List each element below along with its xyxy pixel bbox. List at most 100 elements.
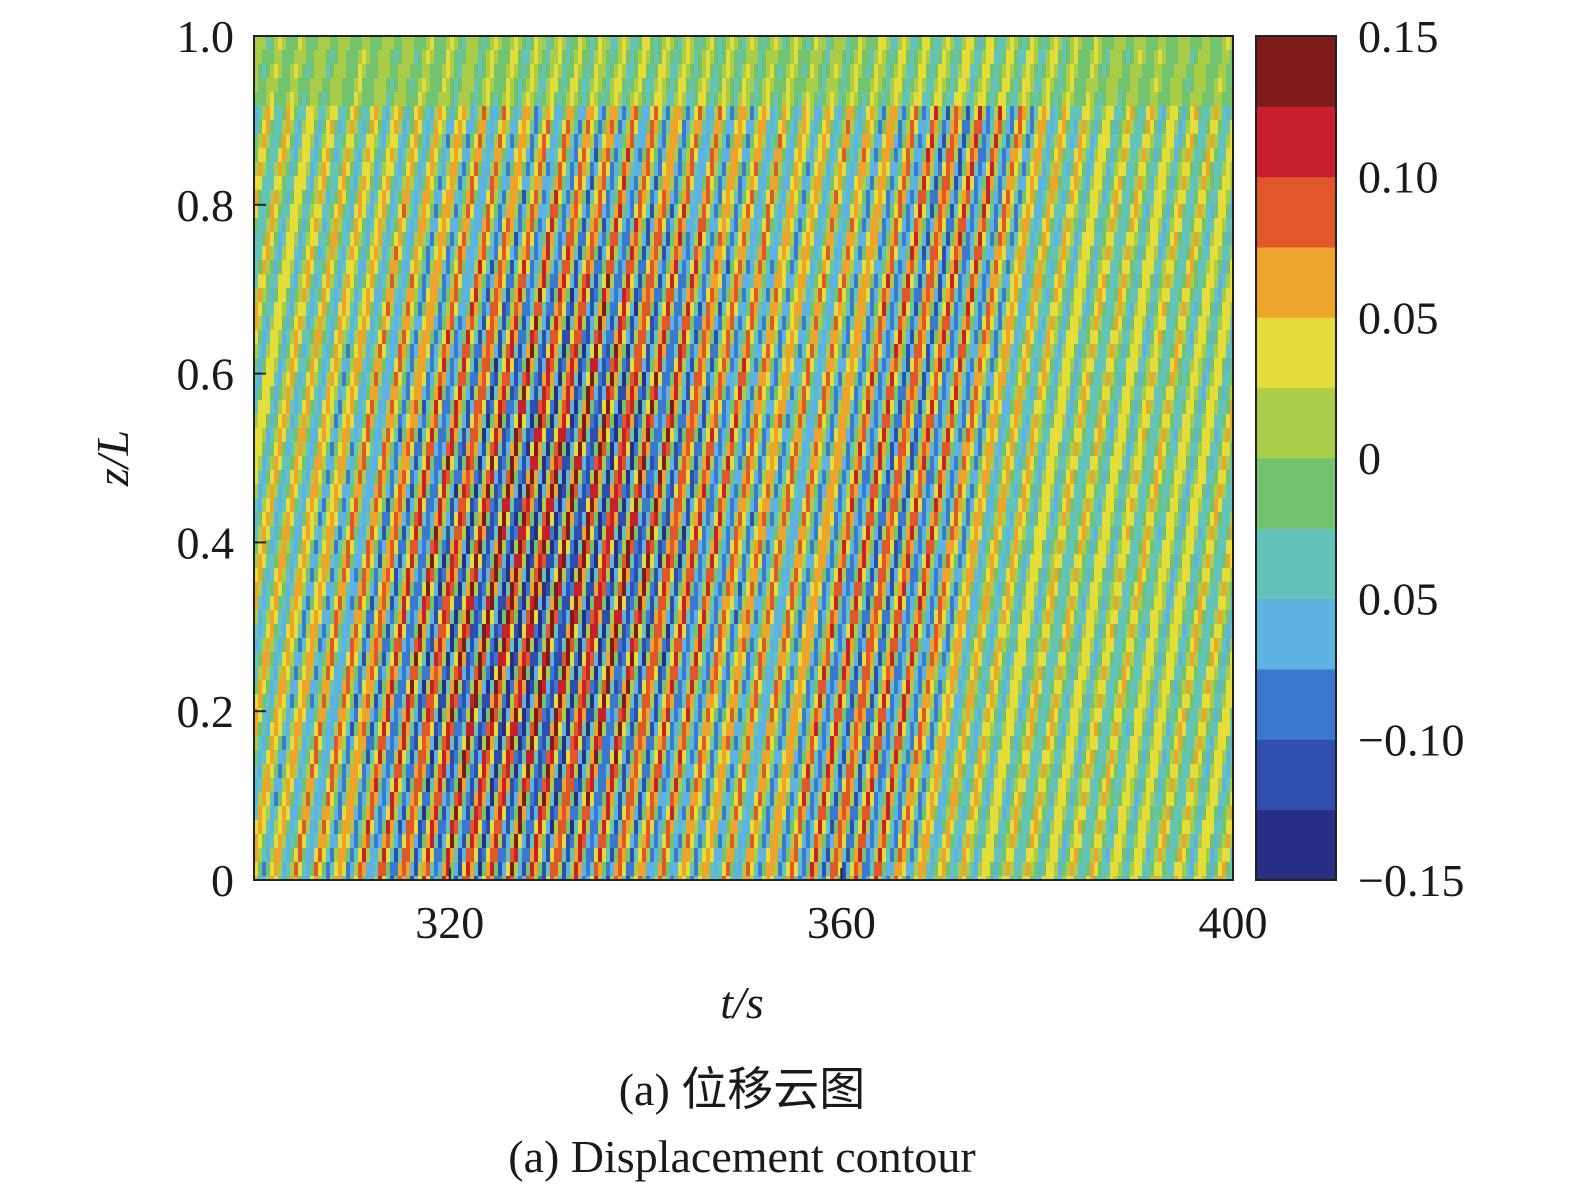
heatmap-cell bbox=[562, 120, 567, 135]
heatmap-cell bbox=[774, 218, 779, 233]
heatmap-cell bbox=[586, 302, 591, 317]
heatmap-cell bbox=[1110, 36, 1115, 51]
heatmap-cell bbox=[1026, 148, 1031, 163]
heatmap-cell bbox=[1142, 78, 1147, 93]
heatmap-cell bbox=[370, 274, 375, 289]
heatmap-cell bbox=[1082, 190, 1087, 205]
heatmap-cell bbox=[990, 162, 995, 177]
heatmap-cell bbox=[482, 176, 487, 191]
heatmap-cell bbox=[1026, 274, 1031, 289]
heatmap-cell bbox=[610, 36, 615, 51]
heatmap-cell bbox=[1134, 92, 1139, 107]
heatmap-cell bbox=[358, 246, 363, 261]
heatmap-cell bbox=[834, 260, 839, 275]
heatmap-cell bbox=[638, 176, 643, 191]
heatmap-cell bbox=[1110, 134, 1115, 149]
heatmap-cell bbox=[554, 260, 559, 275]
heatmap-cell bbox=[1066, 260, 1071, 275]
heatmap-cell bbox=[606, 148, 611, 163]
heatmap-cell bbox=[674, 218, 679, 233]
heatmap-cell bbox=[406, 232, 411, 247]
heatmap-cell bbox=[510, 218, 515, 233]
heatmap-cell bbox=[814, 148, 819, 163]
heatmap-cell bbox=[746, 120, 751, 135]
heatmap-cell bbox=[1166, 120, 1171, 135]
heatmap-cell bbox=[786, 204, 791, 219]
heatmap-cell bbox=[934, 64, 939, 79]
heatmap-cell bbox=[358, 232, 363, 247]
heatmap-cell bbox=[518, 36, 523, 51]
heatmap-cell bbox=[890, 64, 895, 79]
heatmap-cell bbox=[350, 246, 355, 261]
heatmap-cell bbox=[1134, 246, 1139, 261]
heatmap-cell bbox=[1074, 218, 1079, 233]
heatmap-cell bbox=[1022, 218, 1027, 233]
heatmap-cell bbox=[666, 274, 671, 289]
heatmap-cell bbox=[770, 274, 775, 289]
heatmap-cell bbox=[1030, 148, 1035, 163]
heatmap-cell bbox=[374, 204, 379, 219]
heatmap-cell bbox=[922, 260, 927, 275]
heatmap-cell bbox=[482, 190, 487, 205]
heatmap-cell bbox=[802, 218, 807, 233]
heatmap-cell bbox=[458, 274, 463, 289]
heatmap-cell bbox=[710, 288, 715, 303]
heatmap-cell bbox=[890, 36, 895, 51]
heatmap-cell bbox=[522, 232, 527, 247]
heatmap-cell bbox=[874, 162, 879, 177]
heatmap-cell bbox=[998, 190, 1003, 205]
heatmap-cell bbox=[1102, 106, 1107, 121]
heatmap-cell bbox=[1086, 302, 1091, 317]
heatmap-cell bbox=[594, 316, 599, 331]
heatmap-cell bbox=[634, 50, 639, 65]
heatmap-cell bbox=[1142, 120, 1147, 135]
heatmap-cell bbox=[850, 120, 855, 135]
heatmap-cell bbox=[962, 64, 967, 79]
heatmap-cell bbox=[362, 36, 367, 51]
heatmap-cell bbox=[254, 232, 259, 247]
heatmap-cell bbox=[726, 218, 731, 233]
heatmap-cell bbox=[930, 246, 935, 261]
heatmap-cell bbox=[578, 148, 583, 163]
heatmap-cell bbox=[1030, 288, 1035, 303]
heatmap-cell bbox=[318, 316, 323, 331]
heatmap-cell bbox=[890, 106, 895, 121]
heatmap-cell bbox=[910, 78, 915, 93]
heatmap-cell bbox=[514, 204, 519, 219]
heatmap-cell bbox=[254, 204, 259, 219]
heatmap-cell bbox=[446, 78, 451, 93]
heatmap-cell bbox=[742, 246, 747, 261]
heatmap-cell bbox=[434, 204, 439, 219]
heatmap-cell bbox=[518, 120, 523, 135]
heatmap-cell bbox=[302, 316, 307, 331]
heatmap-cell bbox=[1130, 288, 1135, 303]
heatmap-cell bbox=[290, 92, 295, 107]
heatmap-cell bbox=[366, 302, 371, 317]
heatmap-cell bbox=[1226, 78, 1231, 93]
heatmap-cell bbox=[1050, 232, 1055, 247]
heatmap-cell bbox=[666, 162, 671, 177]
heatmap-cell bbox=[566, 106, 571, 121]
heatmap-cell bbox=[1046, 78, 1051, 93]
heatmap-cell bbox=[502, 36, 507, 51]
heatmap-cell bbox=[826, 288, 831, 303]
heatmap-cell bbox=[1090, 36, 1095, 51]
heatmap-cell bbox=[526, 190, 531, 205]
heatmap-cell bbox=[410, 232, 415, 247]
heatmap-cell bbox=[1150, 260, 1155, 275]
heatmap-cell bbox=[642, 260, 647, 275]
heatmap-cell bbox=[590, 204, 595, 219]
heatmap-cell bbox=[434, 50, 439, 65]
heatmap-cell bbox=[790, 232, 795, 247]
heatmap-cell bbox=[814, 50, 819, 65]
heatmap-cell bbox=[654, 64, 659, 79]
heatmap-cell bbox=[782, 204, 787, 219]
heatmap-cell bbox=[514, 148, 519, 163]
heatmap-cell bbox=[1106, 120, 1111, 135]
heatmap-cell bbox=[586, 50, 591, 65]
heatmap-cell bbox=[822, 260, 827, 275]
heatmap-cell bbox=[806, 50, 811, 65]
heatmap-cell bbox=[606, 64, 611, 79]
heatmap-cell bbox=[730, 148, 735, 163]
heatmap-cell bbox=[1006, 246, 1011, 261]
